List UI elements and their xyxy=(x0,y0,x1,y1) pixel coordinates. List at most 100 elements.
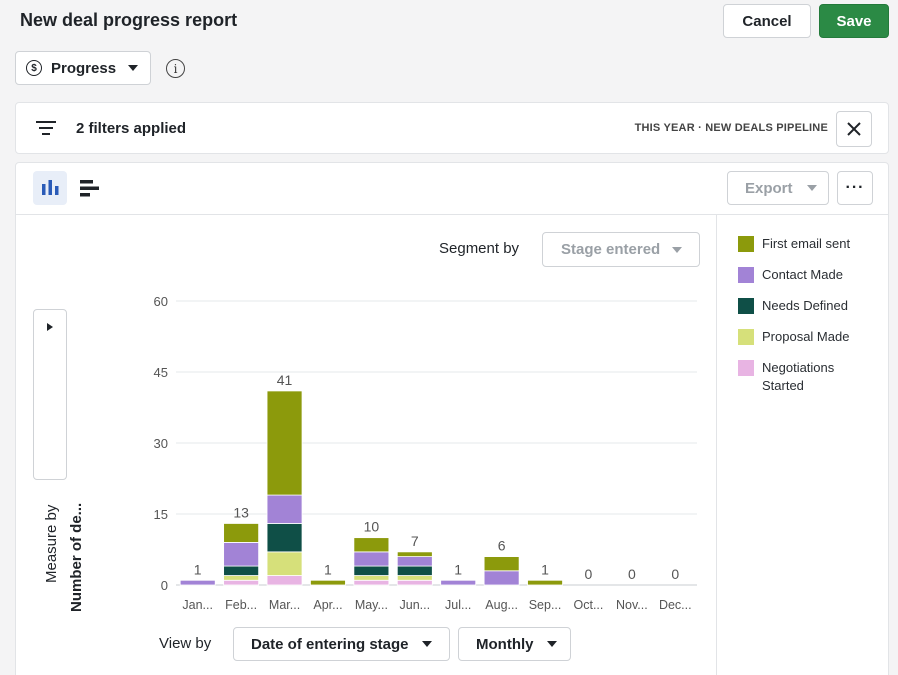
bar-segment[interactable] xyxy=(266,551,303,576)
view-by-interval-dropdown[interactable]: Monthly xyxy=(458,627,571,661)
page-title: New deal progress report xyxy=(20,10,238,30)
legend-label: Negotiations Started xyxy=(762,360,835,393)
bar-segment[interactable] xyxy=(440,579,477,586)
bar-segment[interactable] xyxy=(223,523,260,543)
legend-swatch xyxy=(738,236,754,252)
caret-down-icon xyxy=(672,246,683,253)
segment-by-label: Segment by xyxy=(439,240,520,257)
view-by-field-dropdown[interactable]: Date of entering stage xyxy=(233,627,450,661)
x-tick-label: Apr... xyxy=(313,598,342,612)
caret-down-icon xyxy=(421,641,432,647)
legend-item[interactable]: Proposal Made xyxy=(738,328,878,346)
x-tick-label: Jun... xyxy=(400,598,431,612)
chart-panel: Export ··· Segment by Stage entered Firs… xyxy=(15,162,889,675)
segment-by-value: Stage entered xyxy=(561,241,661,258)
view-by-label: View by xyxy=(159,635,212,652)
export-button[interactable]: Export xyxy=(727,171,829,205)
vertical-bar-chart-button[interactable] xyxy=(33,171,67,205)
filters-scope: THIS YEAR · NEW DEALS PIPELINE xyxy=(634,122,828,134)
segment-by-dropdown[interactable]: Stage entered xyxy=(542,232,700,267)
caret-right-icon xyxy=(47,323,53,331)
bar-total-label: 41 xyxy=(277,372,293,388)
horizontal-bar-chart-button[interactable] xyxy=(76,171,110,205)
vertical-bar-icon xyxy=(42,180,59,195)
filter-icon[interactable] xyxy=(36,120,56,136)
bar-total-label: 13 xyxy=(233,504,249,520)
bar-segment[interactable] xyxy=(223,565,260,576)
bar-segment[interactable] xyxy=(266,494,303,524)
legend-swatch xyxy=(738,360,754,376)
legend-item[interactable]: First email sent xyxy=(738,235,878,253)
bar-segment[interactable] xyxy=(396,556,433,567)
close-filters-button[interactable] xyxy=(836,111,872,147)
bar-segment[interactable] xyxy=(266,575,303,586)
bar-total-label: 0 xyxy=(671,566,679,582)
x-tick-label: Dec... xyxy=(659,598,692,612)
legend-item[interactable]: Needs Defined xyxy=(738,297,878,315)
legend-swatch xyxy=(738,329,754,345)
bar-total-label: 0 xyxy=(628,566,636,582)
bar-segment[interactable] xyxy=(223,579,260,586)
filters-applied-text[interactable]: 2 filters applied xyxy=(76,120,187,137)
legend-label: First email sent xyxy=(762,236,851,251)
caret-down-icon xyxy=(128,65,139,71)
x-tick-label: Jul... xyxy=(445,598,471,612)
bar-segment[interactable] xyxy=(396,565,433,576)
measure-by-dropdown[interactable]: Number of de... xyxy=(33,309,85,612)
legend-item[interactable]: Negotiations Started xyxy=(738,359,878,395)
legend-label: Needs Defined xyxy=(762,298,848,313)
x-tick-label: Aug... xyxy=(485,598,518,612)
y-tick-label: 15 xyxy=(154,507,168,522)
bar-segment[interactable] xyxy=(527,579,563,586)
bar-segment[interactable] xyxy=(266,523,303,553)
bar-segment[interactable] xyxy=(483,556,520,572)
bar-total-label: 1 xyxy=(194,561,202,577)
bar-segment[interactable] xyxy=(353,579,390,586)
x-tick-label: May... xyxy=(355,598,388,612)
x-tick-label: Sep... xyxy=(529,598,562,612)
bar-segment[interactable] xyxy=(353,575,390,581)
bar-total-label: 0 xyxy=(585,566,593,582)
bar-total-label: 6 xyxy=(498,538,506,554)
toolbar-divider xyxy=(16,214,888,215)
legend-item[interactable]: Contact Made xyxy=(738,266,878,284)
bar-segment[interactable] xyxy=(353,551,390,567)
dollar-circle-icon: $ xyxy=(26,60,42,76)
y-tick-label: 0 xyxy=(161,578,168,593)
export-label: Export xyxy=(745,179,793,197)
bar-segment[interactable] xyxy=(310,579,346,586)
bar-segment[interactable] xyxy=(396,551,433,557)
view-by-interval-value: Monthly xyxy=(476,635,534,653)
bar-segment[interactable] xyxy=(223,575,260,581)
bar-segment[interactable] xyxy=(396,579,433,586)
legend-label: Proposal Made xyxy=(762,329,850,344)
bar-segment[interactable] xyxy=(179,579,216,586)
legend-label: Contact Made xyxy=(762,267,843,282)
legend-swatch xyxy=(738,267,754,283)
x-tick-label: Oct... xyxy=(574,598,604,612)
save-button[interactable]: Save xyxy=(819,4,889,38)
x-tick-label: Jan... xyxy=(182,598,213,612)
bar-segment[interactable] xyxy=(353,537,390,553)
bar-segment[interactable] xyxy=(223,542,260,567)
report-type-dropdown[interactable]: $ Progress xyxy=(15,51,151,85)
bar-total-label: 7 xyxy=(411,533,419,549)
bar-total-label: 1 xyxy=(324,561,332,577)
y-tick-label: 45 xyxy=(154,365,168,380)
horizontal-bar-icon xyxy=(80,180,99,197)
bar-segment[interactable] xyxy=(266,390,303,496)
legend-divider xyxy=(716,215,717,675)
cancel-button[interactable]: Cancel xyxy=(723,4,811,38)
caret-down-icon xyxy=(806,185,817,191)
bar-segment[interactable] xyxy=(396,575,433,581)
bar-total-label: 1 xyxy=(454,561,462,577)
more-options-button[interactable]: ··· xyxy=(837,171,873,205)
x-tick-label: Nov... xyxy=(616,598,648,612)
bar-total-label: 10 xyxy=(364,519,380,535)
bar-segment[interactable] xyxy=(353,565,390,576)
caret-down-icon xyxy=(546,641,557,647)
bar-segment[interactable] xyxy=(483,570,520,586)
view-by-field-value: Date of entering stage xyxy=(251,635,409,653)
info-icon[interactable]: i xyxy=(166,59,185,78)
